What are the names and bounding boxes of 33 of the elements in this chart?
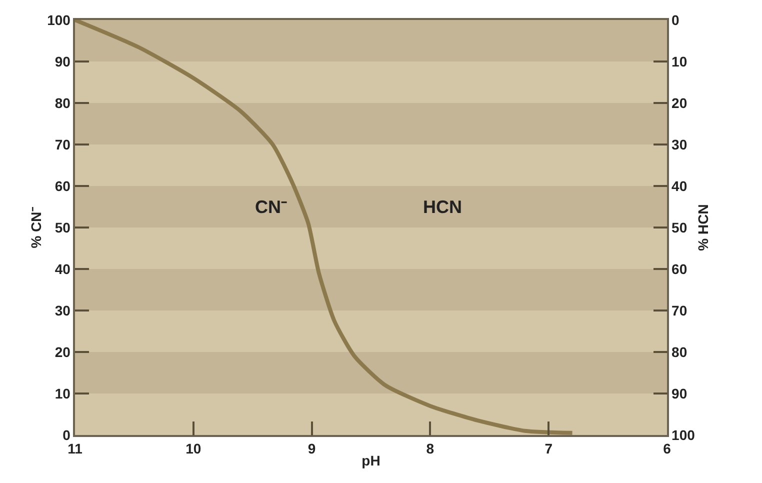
- y2-tick-label: 80: [672, 344, 688, 360]
- y2-tick-label: 40: [672, 178, 688, 194]
- x-tick-label: 10: [186, 440, 202, 457]
- y-tick-label: 0: [62, 426, 71, 443]
- y-tick-label: 90: [54, 53, 71, 70]
- y2-tick-label: 60: [672, 260, 688, 277]
- y-tick-label: 80: [54, 94, 71, 111]
- y-tick-label: 20: [54, 344, 71, 360]
- y2-tick-label: 70: [672, 302, 688, 318]
- y-tick-label: 10: [54, 385, 71, 402]
- y2-tick-label: 30: [672, 136, 688, 152]
- y2-tick-label: 50: [672, 219, 688, 236]
- annotation: CN⁻: [255, 197, 287, 217]
- x-tick-label: 11: [68, 440, 83, 457]
- x-tick-label: 7: [544, 440, 553, 457]
- annotation: HCN: [423, 197, 462, 217]
- y-tick-label: 60: [54, 178, 71, 194]
- x-axis-title: pH: [362, 452, 380, 468]
- x-tick-label: 9: [308, 440, 316, 457]
- y2-tick-label: 10: [672, 53, 688, 70]
- y-tick-label: 50: [54, 219, 71, 236]
- y2-tick-label: 20: [672, 94, 688, 111]
- x-tick-label: 8: [426, 440, 434, 457]
- y2-tick-label: 0: [672, 12, 680, 28]
- y-tick-label: 40: [54, 260, 71, 277]
- y-tick-label: 70: [54, 136, 71, 152]
- x-tick-label: 6: [663, 440, 672, 457]
- y2-tick-label: 100: [672, 426, 696, 443]
- y-axis-title: % CN⁻: [28, 206, 44, 248]
- y-tick-label: 100: [47, 12, 71, 28]
- y2-tick-label: 90: [672, 385, 688, 402]
- y-tick-label: 30: [54, 302, 71, 318]
- y2-axis-title: % HCN: [694, 204, 711, 251]
